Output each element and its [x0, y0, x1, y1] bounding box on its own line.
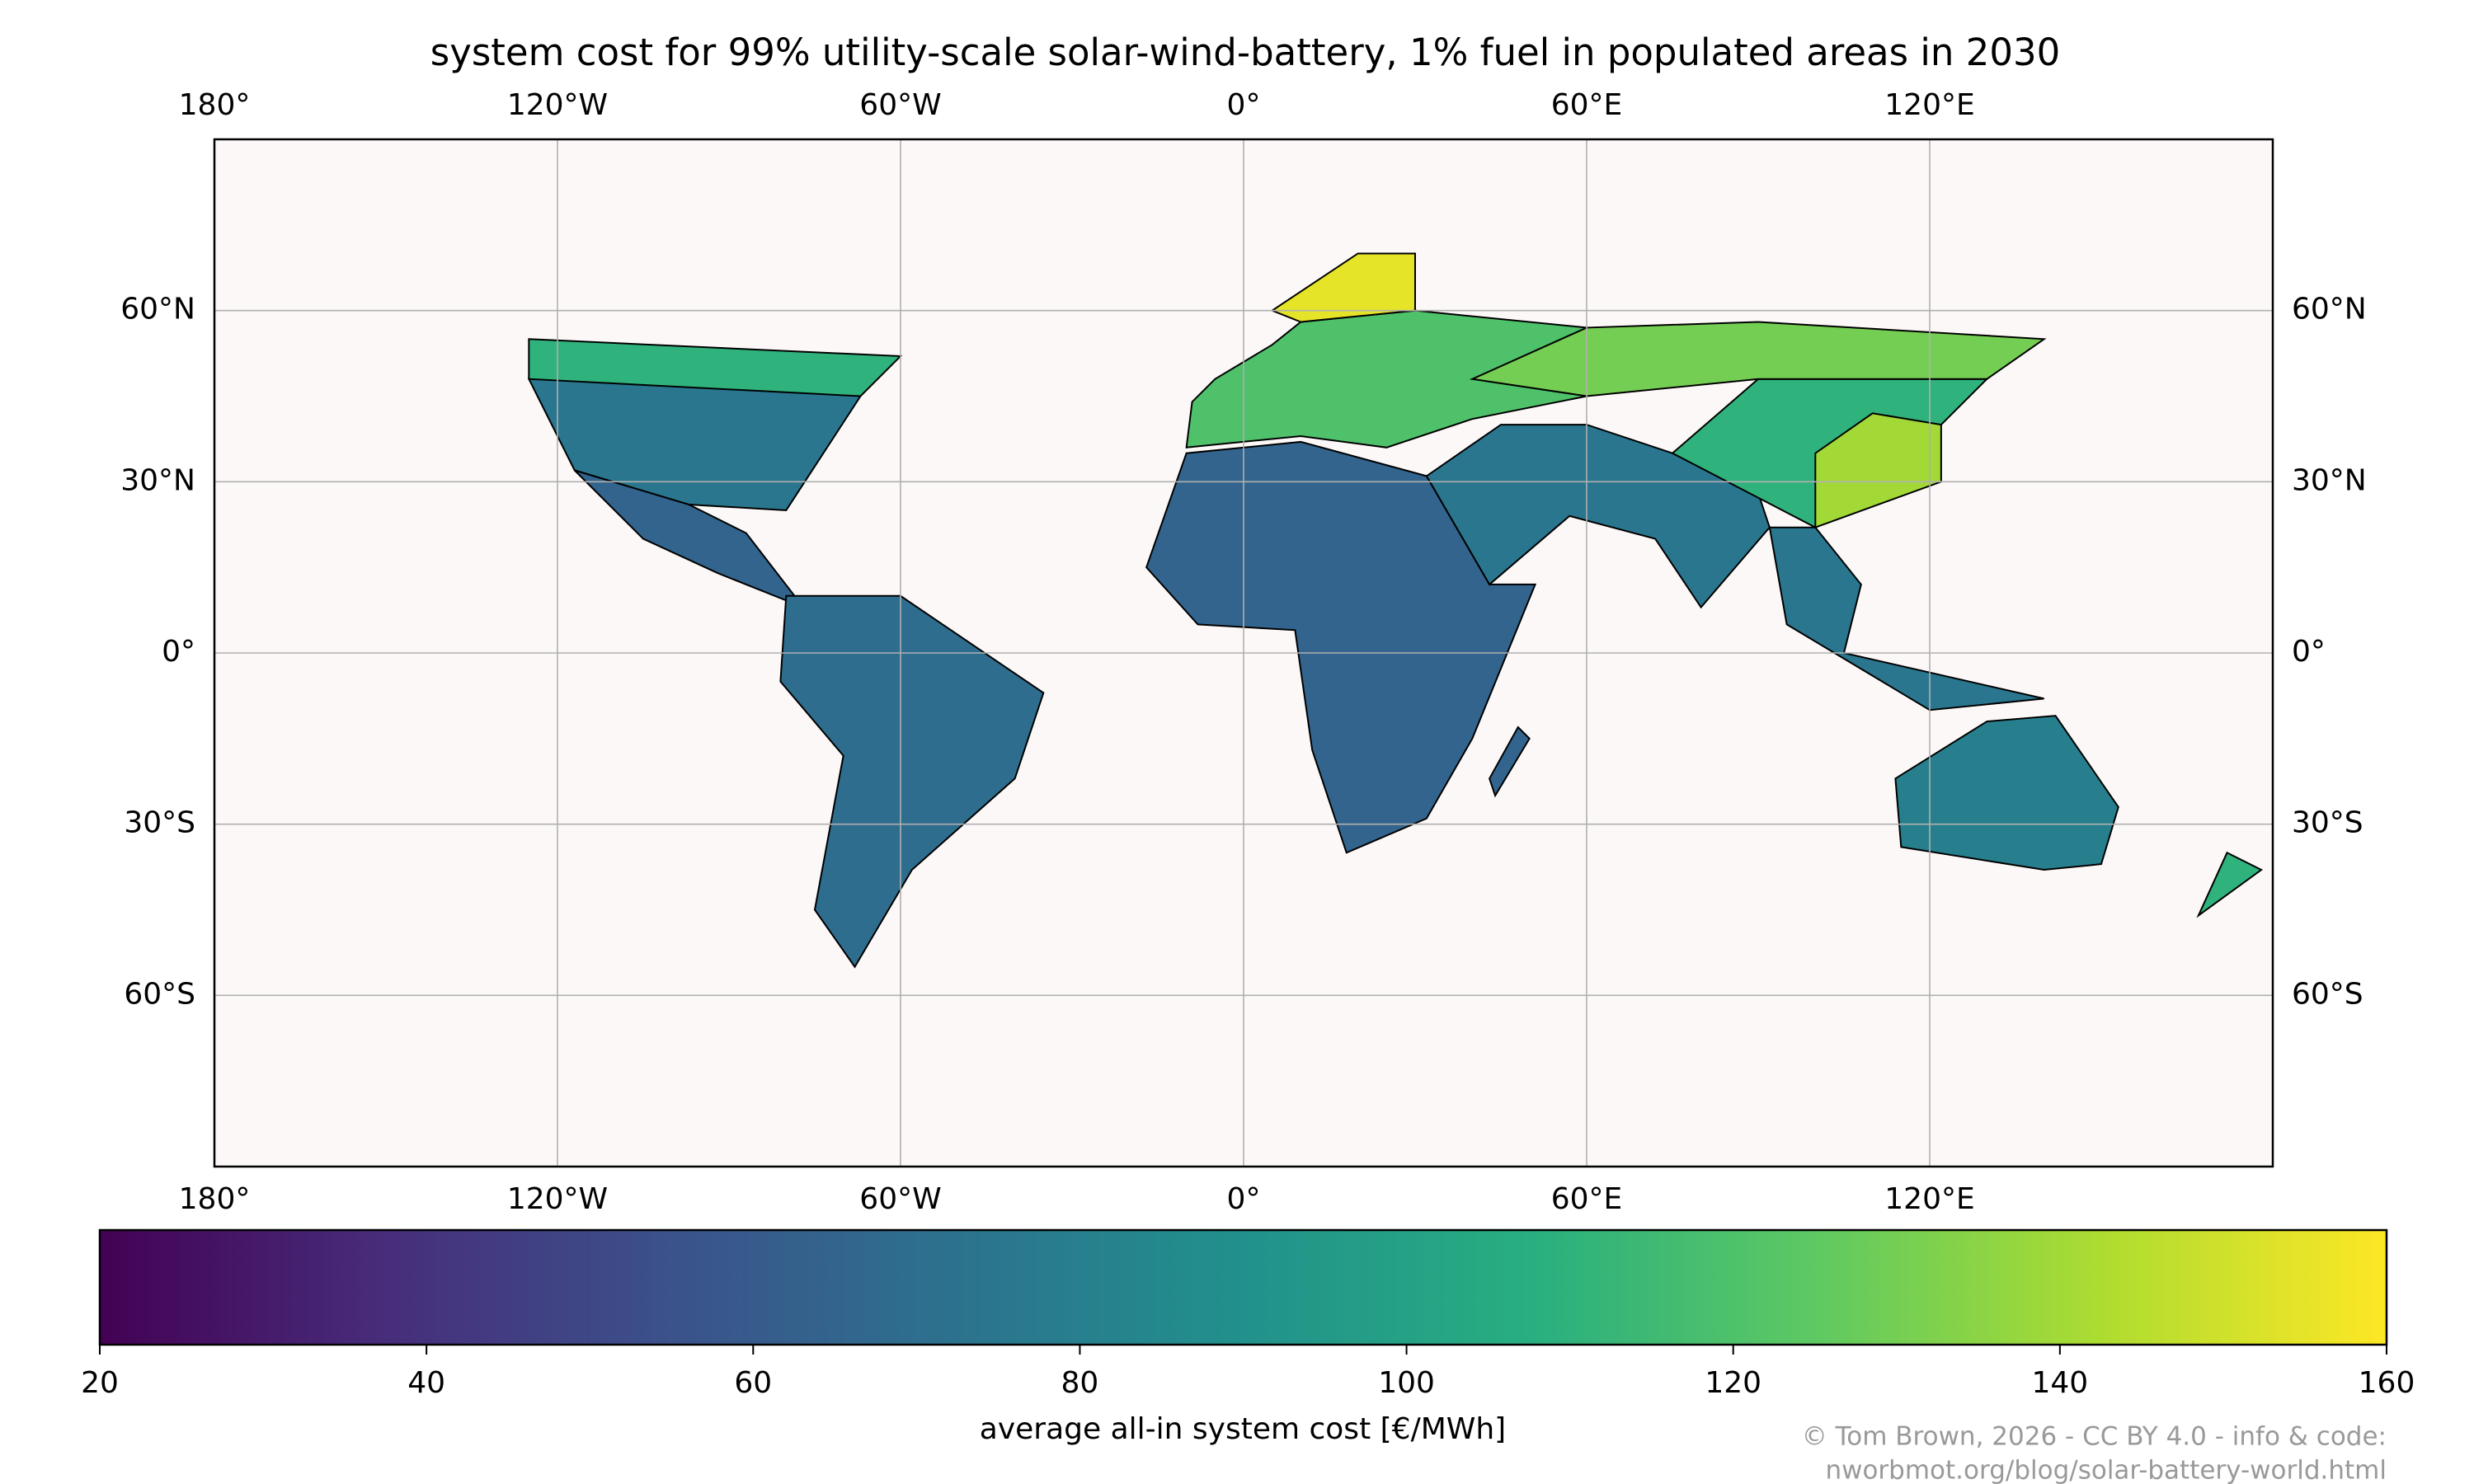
cost-region [1185, 309, 1587, 448]
map [214, 139, 2273, 1167]
colorbar-tick-label: 120 [1705, 1366, 1761, 1400]
x-tick-label: 60°W [859, 88, 941, 122]
y-tick-label: 0° [162, 635, 195, 669]
chart-title: system cost for 99% utility-scale solar-… [430, 31, 2060, 74]
y-tick-label: 0° [2292, 635, 2326, 669]
cost-region [779, 594, 1045, 969]
colorbar-tick-label: 40 [407, 1366, 445, 1400]
colorbar-tick-label: 60 [734, 1366, 772, 1400]
x-tick-label: 180° [179, 1182, 251, 1216]
x-tick-label: 120°E [1884, 88, 1974, 122]
y-tick-label: 60°S [2292, 977, 2363, 1011]
y-tick-label: 30°S [2292, 806, 2363, 840]
map-frame [213, 138, 2274, 1168]
colorbar-tick-label: 80 [1061, 1366, 1099, 1400]
x-tick-label: 60°E [1551, 1182, 1623, 1216]
colorbar-tick-label: 20 [81, 1366, 119, 1400]
credit: © Tom Brown, 2026 - CC BY 4.0 - info & c… [1802, 1422, 2387, 1452]
colorbar-tick-label: 100 [1378, 1366, 1435, 1400]
cost-region [1814, 412, 1942, 529]
x-tick-label: 60°E [1551, 88, 1623, 122]
x-tick-label: 180° [179, 88, 251, 122]
cost-region [1768, 526, 2044, 711]
x-tick-label: 0° [1227, 88, 1261, 122]
y-tick-label: 30°N [120, 463, 195, 497]
credit: nworbmot.org/blog/solar-battery-world.ht… [1825, 1456, 2387, 1484]
y-tick-label: 60°N [2292, 293, 2367, 326]
x-tick-label: 120°W [507, 1182, 608, 1216]
colorbar-label: average all-in system cost [€/MWh] [980, 1412, 1506, 1446]
colorbar-tick-label: 160 [2359, 1366, 2415, 1400]
cost-region [2196, 851, 2264, 918]
cost-region [1469, 321, 2047, 397]
x-tick-label: 120°W [507, 88, 608, 122]
x-tick-label: 0° [1227, 1182, 1261, 1216]
cost-region [528, 338, 903, 397]
y-tick-label: 30°S [124, 806, 195, 840]
x-tick-label: 120°E [1884, 1182, 1974, 1216]
colorbar-tick-label: 140 [2031, 1366, 2088, 1400]
cost-region [1894, 715, 2119, 871]
y-tick-label: 60°S [124, 977, 195, 1011]
x-tick-label: 60°W [859, 1182, 941, 1216]
colorbar [98, 1228, 2388, 1346]
y-tick-label: 30°N [2292, 463, 2367, 497]
cost-region [1489, 726, 1531, 798]
cost-region [1270, 252, 1416, 323]
y-tick-label: 60°N [120, 293, 195, 326]
